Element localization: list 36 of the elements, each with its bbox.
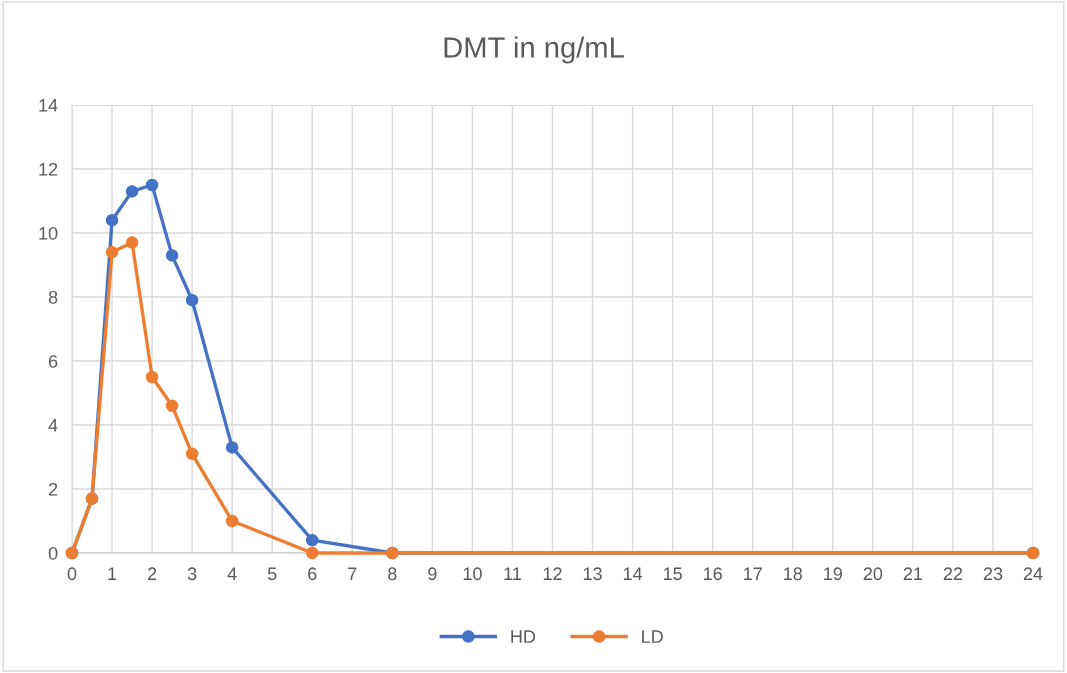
x-tick-label: 18 bbox=[784, 567, 803, 581]
x-tick-label: 7 bbox=[348, 567, 357, 580]
x-tick-label: 6 bbox=[308, 567, 317, 581]
x-tick-label: 5 bbox=[267, 567, 277, 581]
y-tick-label: 0 bbox=[48, 546, 58, 560]
x-tick-label: 4 bbox=[227, 567, 237, 580]
x-tick-label: 19 bbox=[824, 567, 842, 581]
y-tick-label: 8 bbox=[48, 290, 58, 304]
x-tick-label: 17 bbox=[744, 567, 762, 580]
y-tick-label: 14 bbox=[39, 99, 58, 112]
x-tick-label: 23 bbox=[983, 567, 1003, 581]
x-tick-label: 21 bbox=[903, 567, 923, 580]
x-tick-label: 11 bbox=[504, 567, 521, 580]
x-tick-label: 0 bbox=[67, 567, 77, 581]
x-tick-label: 3 bbox=[187, 567, 197, 581]
y-tick-label: 12 bbox=[39, 162, 58, 176]
x-tick-label: 16 bbox=[704, 567, 722, 581]
x-tick-label: 20 bbox=[863, 567, 883, 581]
legend-label: LD bbox=[642, 630, 663, 643]
x-tick-label: 12 bbox=[543, 567, 562, 580]
x-tick-label: 14 bbox=[623, 567, 643, 580]
x-tick-label: 1 bbox=[108, 567, 117, 580]
y-tick-label: 10 bbox=[39, 226, 58, 240]
y-tick-label: 2 bbox=[48, 482, 58, 496]
x-tick-label: 2 bbox=[147, 567, 157, 580]
y-tick-label: 4 bbox=[48, 419, 58, 432]
x-tick-label: 10 bbox=[463, 567, 482, 581]
x-tick-label: 22 bbox=[943, 567, 963, 580]
x-tick-label: 24 bbox=[1023, 567, 1043, 580]
x-tick-label: 13 bbox=[583, 567, 602, 581]
x-tick-label: 15 bbox=[663, 567, 682, 581]
chart-title: DMT in ng/mL bbox=[444, 36, 624, 64]
x-tick-label: 9 bbox=[428, 567, 437, 581]
y-tick-label: 6 bbox=[48, 354, 58, 368]
x-tick-label: 8 bbox=[388, 567, 397, 581]
legend-label: HD bbox=[511, 630, 536, 643]
